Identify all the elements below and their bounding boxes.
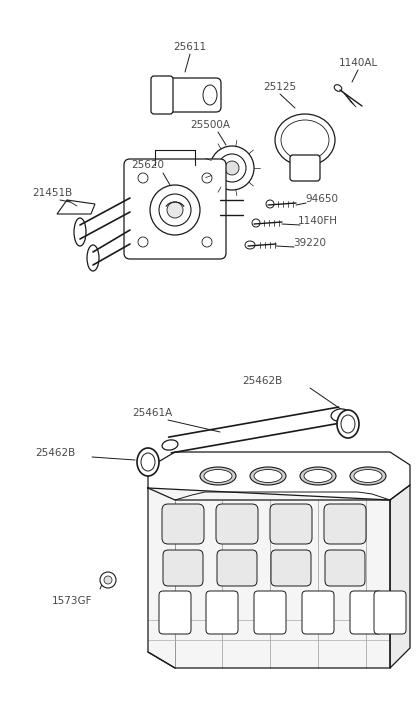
FancyBboxPatch shape — [216, 504, 258, 544]
Text: 25461A: 25461A — [132, 408, 172, 418]
Text: 25500A: 25500A — [190, 120, 230, 130]
Ellipse shape — [331, 409, 349, 421]
Ellipse shape — [87, 245, 99, 271]
FancyBboxPatch shape — [124, 159, 226, 259]
FancyBboxPatch shape — [290, 155, 320, 181]
Text: 25125: 25125 — [263, 82, 297, 92]
FancyBboxPatch shape — [302, 591, 334, 634]
Text: 21451B: 21451B — [32, 188, 72, 198]
Circle shape — [218, 154, 246, 182]
FancyBboxPatch shape — [206, 591, 238, 634]
Circle shape — [138, 237, 148, 247]
Ellipse shape — [74, 218, 86, 246]
Text: 94650: 94650 — [305, 194, 339, 204]
Circle shape — [210, 146, 254, 190]
FancyBboxPatch shape — [325, 550, 365, 586]
FancyBboxPatch shape — [163, 550, 203, 586]
Ellipse shape — [266, 200, 274, 208]
Polygon shape — [390, 485, 410, 668]
Circle shape — [150, 185, 200, 235]
Ellipse shape — [252, 219, 260, 227]
Text: 25462B: 25462B — [35, 448, 75, 458]
Polygon shape — [148, 488, 390, 668]
FancyBboxPatch shape — [254, 591, 286, 634]
Ellipse shape — [137, 448, 159, 476]
Circle shape — [202, 237, 212, 247]
Ellipse shape — [350, 467, 386, 485]
Ellipse shape — [200, 467, 236, 485]
Circle shape — [138, 173, 148, 183]
Ellipse shape — [141, 453, 155, 471]
FancyBboxPatch shape — [151, 76, 173, 114]
Ellipse shape — [354, 470, 382, 483]
FancyBboxPatch shape — [374, 591, 406, 634]
Text: 25611: 25611 — [173, 42, 207, 52]
FancyBboxPatch shape — [162, 504, 204, 544]
Ellipse shape — [300, 467, 336, 485]
Ellipse shape — [203, 85, 217, 105]
Ellipse shape — [250, 467, 286, 485]
Circle shape — [159, 194, 191, 226]
Polygon shape — [148, 452, 410, 500]
Ellipse shape — [162, 440, 178, 450]
Text: 25620: 25620 — [131, 160, 165, 170]
Circle shape — [225, 161, 239, 175]
FancyBboxPatch shape — [324, 504, 366, 544]
Circle shape — [104, 576, 112, 584]
Text: 25462B: 25462B — [242, 376, 282, 386]
FancyBboxPatch shape — [159, 78, 221, 112]
Ellipse shape — [245, 241, 255, 249]
Polygon shape — [57, 200, 95, 214]
Ellipse shape — [334, 85, 342, 92]
Circle shape — [202, 173, 212, 183]
Text: 1140AL: 1140AL — [339, 58, 378, 68]
Text: 39220: 39220 — [294, 238, 326, 248]
Ellipse shape — [275, 114, 335, 166]
Ellipse shape — [304, 470, 332, 483]
FancyBboxPatch shape — [217, 550, 257, 586]
Ellipse shape — [281, 120, 329, 160]
FancyBboxPatch shape — [271, 550, 311, 586]
Circle shape — [100, 572, 116, 588]
Ellipse shape — [204, 470, 232, 483]
Ellipse shape — [341, 415, 355, 433]
FancyBboxPatch shape — [350, 591, 382, 634]
Text: 1573GF: 1573GF — [52, 596, 92, 606]
FancyBboxPatch shape — [159, 591, 191, 634]
Ellipse shape — [254, 470, 282, 483]
FancyBboxPatch shape — [270, 504, 312, 544]
Text: 1140FH: 1140FH — [298, 216, 338, 226]
Circle shape — [167, 202, 183, 218]
Ellipse shape — [337, 410, 359, 438]
